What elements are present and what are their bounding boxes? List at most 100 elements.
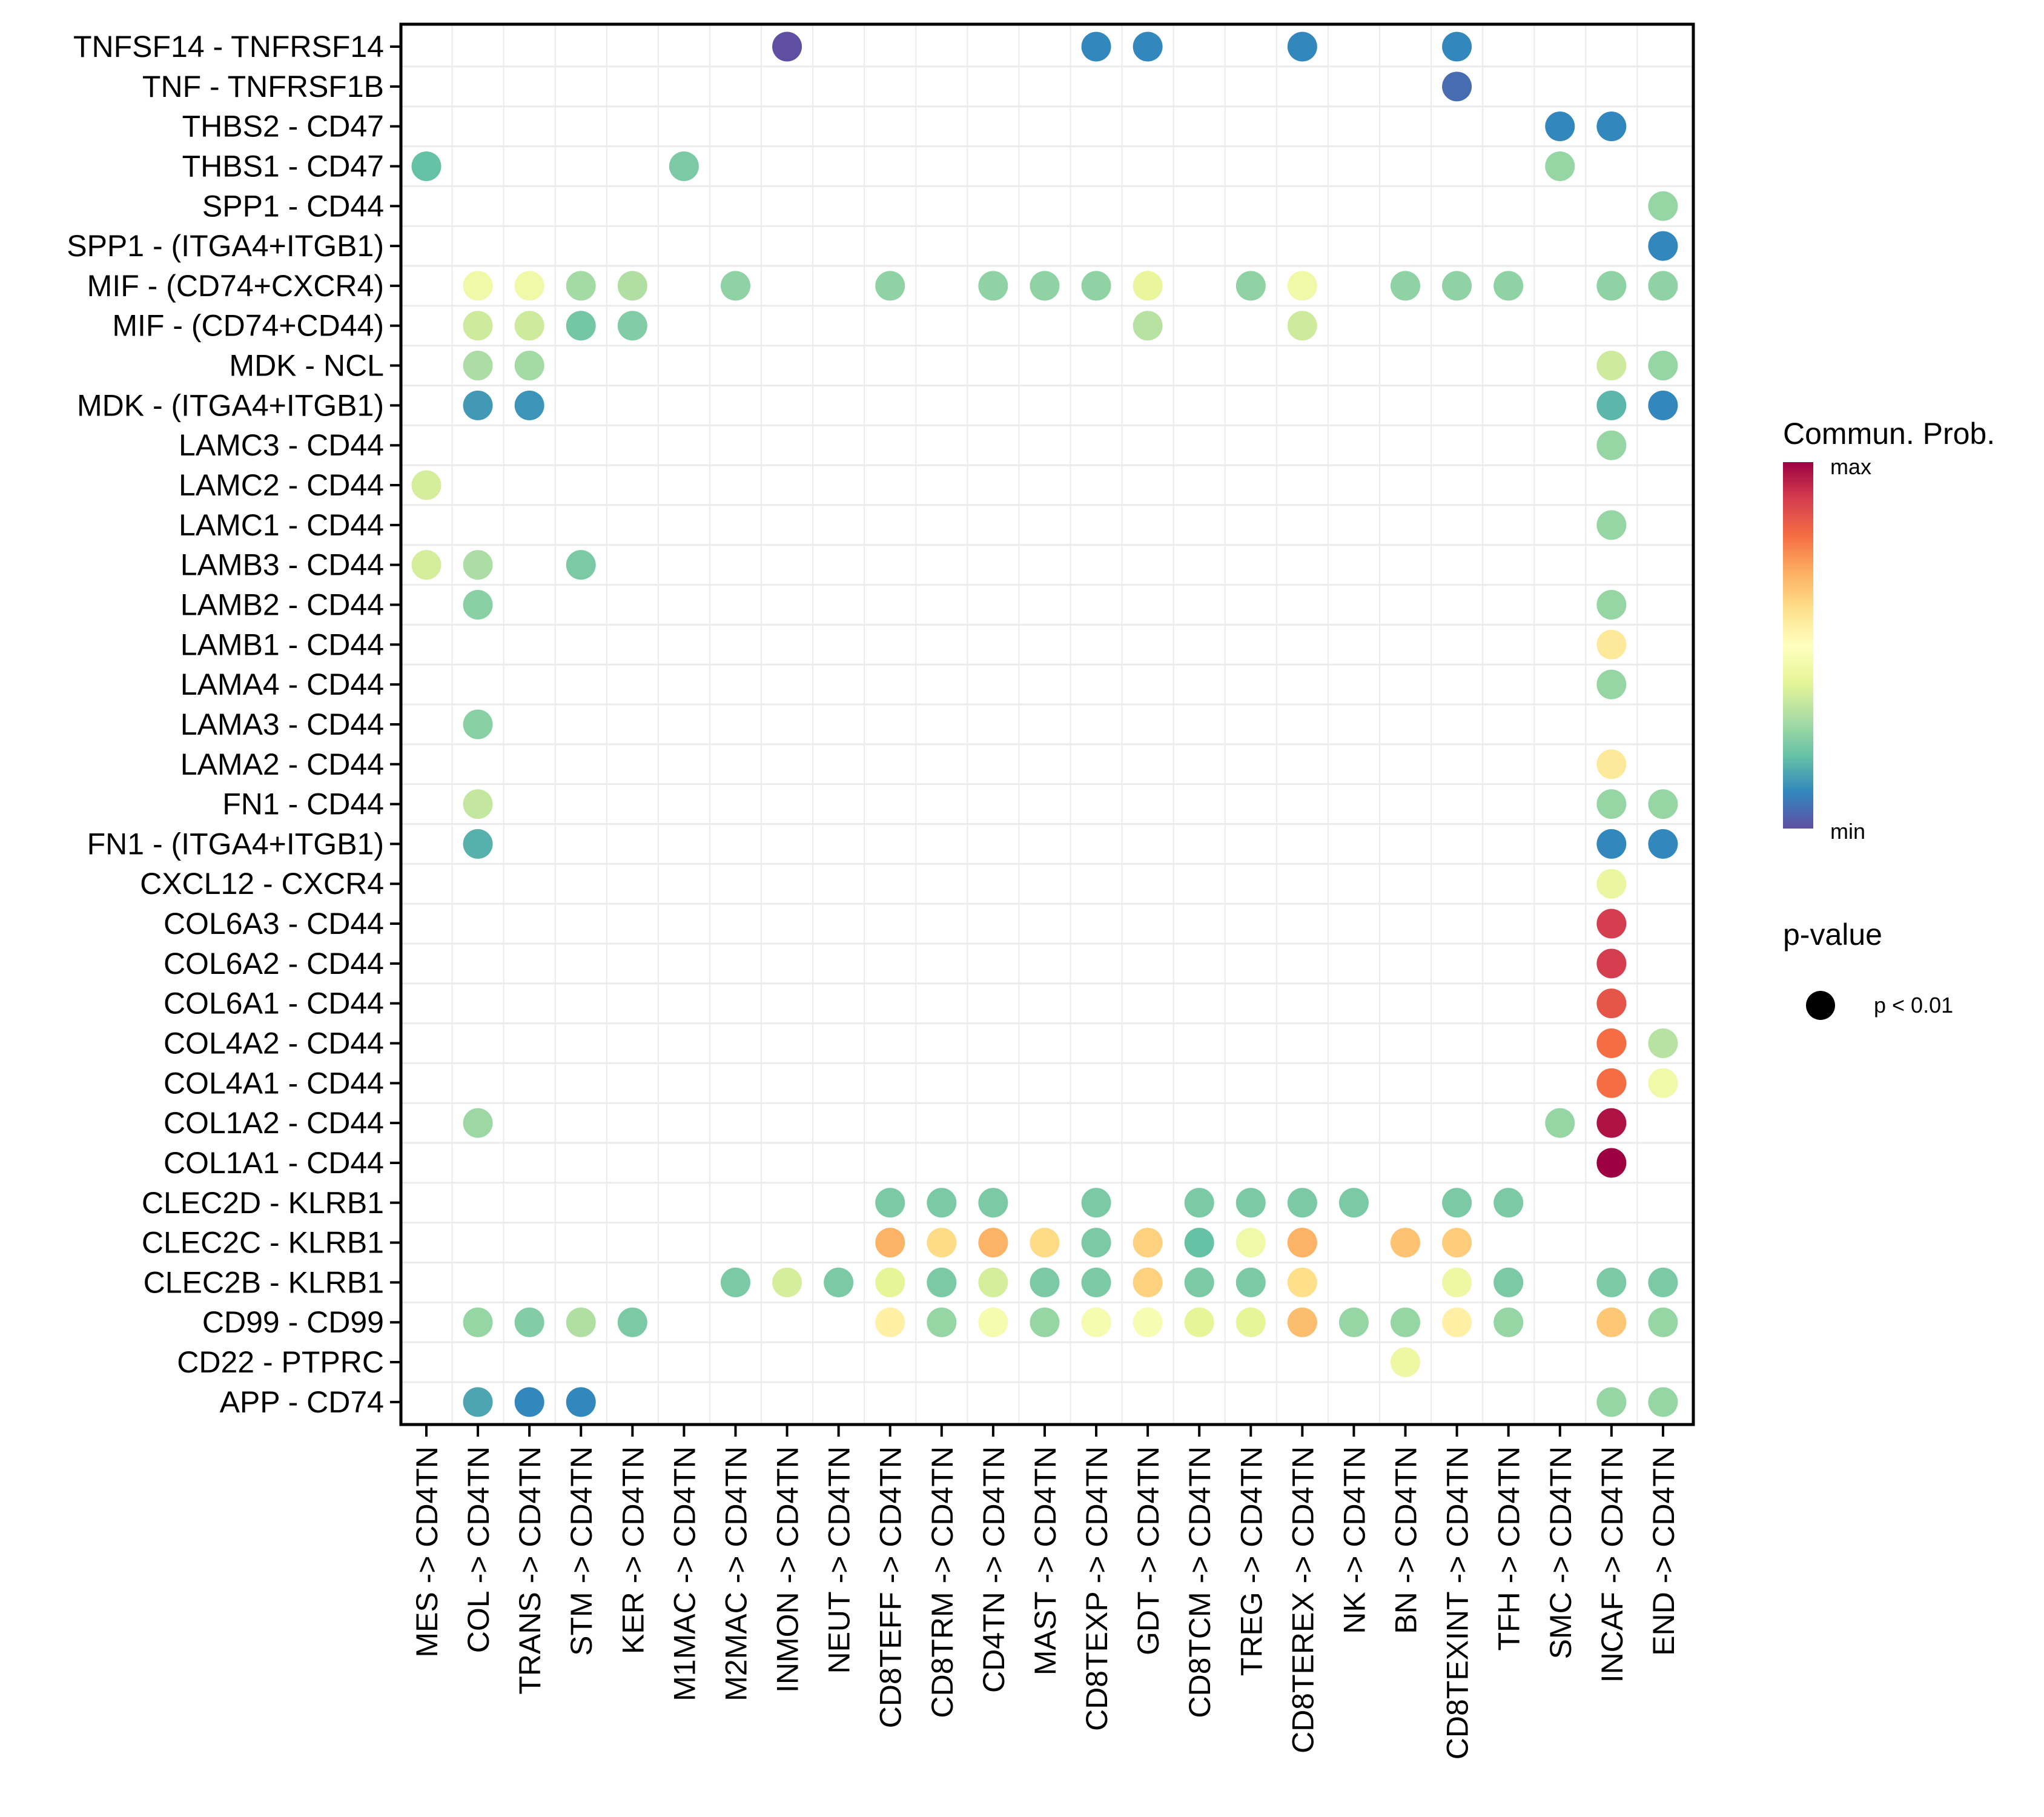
- data-point: [1287, 271, 1317, 301]
- y-tick-label: TNF - TNFRSF1B: [142, 70, 384, 104]
- data-point: [1442, 271, 1472, 301]
- data-point: [1596, 589, 1627, 620]
- data-point: [566, 1307, 596, 1337]
- data-point: [1287, 311, 1317, 341]
- data-point: [566, 1387, 596, 1417]
- data-point: [1648, 271, 1678, 301]
- data-point: [1596, 629, 1627, 660]
- y-tick-label: FN1 - CD44: [222, 787, 384, 821]
- data-point: [1391, 1228, 1421, 1258]
- x-tick-label: CD8TCM -> CD4TN: [1183, 1446, 1217, 1718]
- data-point: [566, 311, 596, 341]
- y-tick-label: SPP1 - (ITGA4+ITGB1): [67, 229, 384, 263]
- data-point: [875, 1228, 905, 1258]
- x-tick-label: SMC -> CD4TN: [1544, 1446, 1578, 1659]
- data-point: [1493, 1267, 1524, 1297]
- data-point: [1184, 1267, 1214, 1297]
- data-point: [1596, 869, 1627, 899]
- data-point: [463, 351, 493, 381]
- y-tick-label: CD99 - CD99: [202, 1305, 384, 1339]
- data-point: [463, 1387, 493, 1417]
- data-point: [566, 550, 596, 580]
- data-point: [514, 1387, 544, 1417]
- data-point: [1596, 1307, 1627, 1337]
- data-point: [463, 589, 493, 620]
- data-point: [1648, 231, 1678, 261]
- data-point: [978, 1307, 1008, 1337]
- data-point: [1596, 948, 1627, 979]
- data-point: [1133, 1307, 1163, 1337]
- y-tick-label: COL6A3 - CD44: [164, 907, 384, 941]
- data-point: [1235, 1267, 1266, 1297]
- y-tick-label: FN1 - (ITGA4+ITGB1): [87, 827, 384, 861]
- y-tick-label: APP - CD74: [220, 1385, 384, 1419]
- x-tick-label: CD8TEREX -> CD4TN: [1286, 1446, 1320, 1753]
- x-tick-label: MAST -> CD4TN: [1028, 1446, 1062, 1675]
- data-point: [1287, 31, 1317, 62]
- data-point: [1545, 1108, 1575, 1138]
- data-point: [1648, 390, 1678, 420]
- data-point: [1133, 311, 1163, 341]
- data-point: [1596, 749, 1627, 779]
- data-point: [1596, 988, 1627, 1019]
- data-point: [1030, 1228, 1060, 1258]
- x-tick-label: TFH -> CD4TN: [1492, 1446, 1526, 1651]
- y-tick-label: MDK - NCL: [229, 349, 384, 383]
- data-point: [824, 1267, 854, 1297]
- data-point: [720, 1267, 750, 1297]
- color-legend: Commun. Prob. max min: [1783, 417, 1995, 844]
- data-point: [463, 311, 493, 341]
- x-tick-label: CD4TN -> CD4TN: [977, 1446, 1011, 1693]
- data-point: [1648, 191, 1678, 221]
- y-tick-label: LAMC2 - CD44: [179, 468, 384, 502]
- y-tick-label: MDK - (ITGA4+ITGB1): [77, 388, 384, 422]
- data-point: [1596, 789, 1627, 819]
- grid-lines: [401, 24, 1693, 1425]
- x-axis: MES -> CD4TN COL -> CD4TN TRANS -> CD4TN ST…: [410, 1425, 1681, 1759]
- y-axis: TNFSF14 - TNFRSF14 TNF - TNFRSF1B THBS2 - …: [67, 30, 401, 1419]
- data-point: [1184, 1228, 1214, 1258]
- data-point: [1596, 1028, 1627, 1058]
- x-tick-label: TREG -> CD4TN: [1234, 1446, 1268, 1676]
- data-point: [1442, 1307, 1472, 1337]
- data-point: [1648, 1028, 1678, 1058]
- data-point: [720, 271, 750, 301]
- y-tick-label: COL4A2 - CD44: [164, 1027, 384, 1061]
- data-point: [1648, 789, 1678, 819]
- data-point: [463, 709, 493, 740]
- data-point: [1081, 31, 1111, 62]
- data-point: [463, 829, 493, 859]
- color-legend-title: Commun. Prob.: [1783, 417, 1995, 451]
- data-point: [1545, 151, 1575, 181]
- x-tick-label: END -> CD4TN: [1647, 1446, 1681, 1656]
- data-point: [1648, 1068, 1678, 1098]
- data-point: [927, 1267, 957, 1297]
- data-point: [1596, 1108, 1627, 1138]
- data-point: [617, 311, 647, 341]
- data-point: [1287, 1307, 1317, 1337]
- x-tick-label: M1MAC -> CD4TN: [667, 1446, 701, 1701]
- data-point: [463, 1307, 493, 1337]
- x-tick-label: KER -> CD4TN: [616, 1446, 650, 1654]
- x-tick-label: INMON -> CD4TN: [771, 1446, 805, 1693]
- data-point: [875, 1307, 905, 1337]
- x-tick-label: STM -> CD4TN: [564, 1446, 598, 1656]
- pvalue-legend-label: p < 0.01: [1874, 993, 1953, 1018]
- data-point: [1648, 1267, 1678, 1297]
- data-point: [1493, 1188, 1524, 1218]
- data-point: [1133, 1228, 1163, 1258]
- data-point: [1081, 1267, 1111, 1297]
- data-point: [1235, 1188, 1266, 1218]
- data-point: [1648, 829, 1678, 859]
- data-point: [1493, 271, 1524, 301]
- y-tick-label: LAMC3 - CD44: [179, 428, 384, 462]
- data-point: [1442, 1188, 1472, 1218]
- data-point: [1648, 351, 1678, 381]
- color-legend-max-label: max: [1830, 454, 1871, 479]
- data-point: [1133, 1267, 1163, 1297]
- data-point: [1081, 1188, 1111, 1218]
- data-point: [1596, 669, 1627, 700]
- pvalue-legend-dot: [1806, 991, 1835, 1020]
- data-point: [1391, 1347, 1421, 1377]
